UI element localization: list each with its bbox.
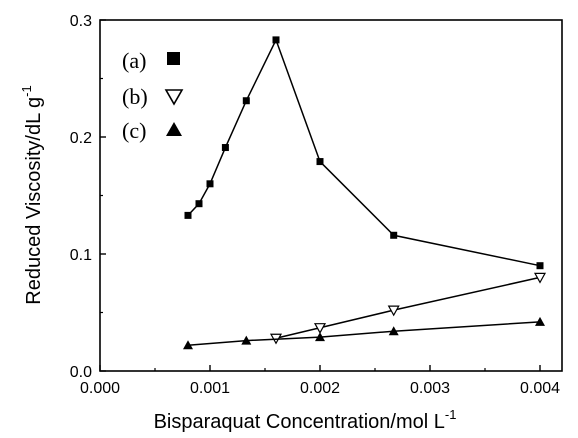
series-a-point xyxy=(390,231,398,239)
x-axis-title-superscript: -1 xyxy=(445,407,457,422)
series-a-point xyxy=(272,36,280,44)
legend-label-a: (a) xyxy=(122,48,146,73)
series-a-point xyxy=(184,211,192,219)
y-axis-title-text: Reduced Viscosity/dL g xyxy=(23,97,45,305)
x-tick-label: 0.004 xyxy=(520,380,560,397)
legend-label-c: (c) xyxy=(122,118,146,143)
x-tick-label: 0.000 xyxy=(80,380,120,397)
legend-marker-c xyxy=(166,122,182,136)
series-c xyxy=(183,316,545,350)
series-c-point xyxy=(315,332,325,342)
legend-marker-b xyxy=(164,89,184,106)
series-c-point xyxy=(183,340,193,350)
series-a-point xyxy=(536,262,544,270)
legend: (a) (b) (c) xyxy=(122,48,184,143)
y-axis-title-superscript: -1 xyxy=(19,85,34,97)
x-tick-label: 0.002 xyxy=(300,380,340,397)
series-a-point xyxy=(206,180,214,188)
series-c-line xyxy=(187,321,541,347)
series-b xyxy=(269,272,547,345)
legend-label-b: (b) xyxy=(122,84,148,109)
series-b-line xyxy=(275,276,541,339)
y-tick-label: 0.0 xyxy=(70,364,92,381)
plot-frame xyxy=(99,19,563,372)
series-b-point xyxy=(387,305,400,317)
y-axis-ticks: 0.0 0.1 0.2 0.3 xyxy=(70,13,106,381)
series-b-point xyxy=(533,272,547,284)
series-a-line xyxy=(187,37,541,267)
series-a xyxy=(184,36,544,270)
legend-marker-a xyxy=(167,52,180,65)
x-tick-label: 0.003 xyxy=(410,380,450,397)
y-tick-label: 0.1 xyxy=(70,247,92,264)
x-tick-label: 0.001 xyxy=(190,380,230,397)
y-tick-label: 0.2 xyxy=(70,130,92,147)
y-axis-title: Reduced Viscosity/dL g-1 xyxy=(19,85,45,304)
x-axis-title-text: Bisparaquat Concentration/mol L xyxy=(154,411,445,433)
series-a-point xyxy=(316,158,324,166)
x-axis-title: Bisparaquat Concentration/mol L-1 xyxy=(154,407,457,433)
series-a-point xyxy=(195,200,203,208)
series-a-point xyxy=(242,97,250,105)
series-layer xyxy=(183,36,547,350)
series-c-point xyxy=(388,326,399,336)
series-c-point xyxy=(535,316,545,326)
series-a-point xyxy=(221,144,229,152)
series-c-point xyxy=(241,335,252,345)
y-tick-label: 0.3 xyxy=(70,13,92,30)
x-axis-ticks: 0.000 0.001 0.002 0.003 0.004 xyxy=(80,365,560,397)
series-b-point xyxy=(313,323,327,334)
